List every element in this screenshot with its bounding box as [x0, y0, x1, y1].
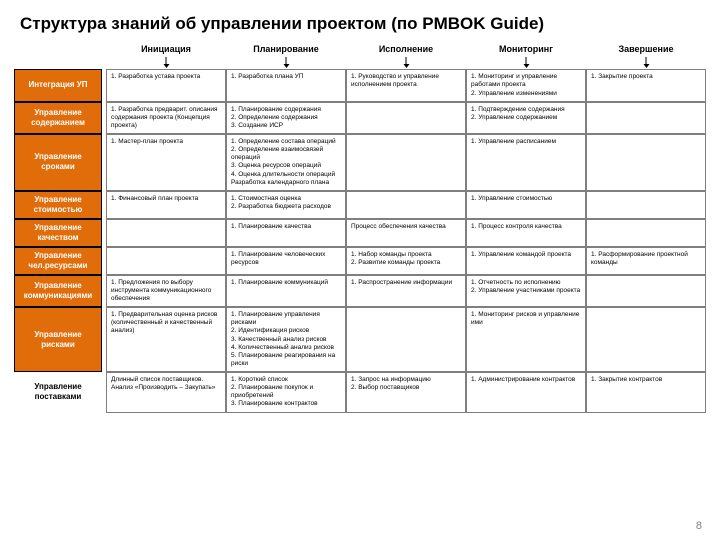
table-cell: 1. Разработка предварит. описания содерж… [106, 102, 226, 134]
table-cell [586, 219, 706, 247]
column-header-label: Завершение [618, 44, 673, 54]
table-cell: 1. Короткий список 2. Планирование покуп… [226, 372, 346, 413]
arrow-down-icon [286, 57, 287, 67]
table-cell: 1. Предварительная оценка рисков (количе… [106, 307, 226, 372]
column-header: Инициация [106, 42, 226, 69]
column-header-label: Мониторинг [499, 44, 553, 54]
table-cell: 1. Разработка устава проекта [106, 69, 226, 101]
table-cell: 1. Набор команды проекта 2. Развитие ком… [346, 247, 466, 275]
table-cell: 1. Стоимостная оценка 2. Разработка бюдж… [226, 191, 346, 219]
arrow-down-icon [166, 57, 167, 67]
row-header: Управление стоимостью [14, 191, 102, 219]
row-header: Управление сроками [14, 134, 102, 191]
column-header: Завершение [586, 42, 706, 69]
table-cell: 1. Управление расписанием [466, 134, 586, 191]
table-cell [586, 275, 706, 307]
table-cell [586, 191, 706, 219]
table-cell [346, 134, 466, 191]
table-cell: 1. Разработка плана УП [226, 69, 346, 101]
row-header: Управление содержанием [14, 102, 102, 134]
table-cell: 1. Планирование коммуникаций [226, 275, 346, 307]
table-cell: 1. Запрос на информацию 2. Выбор поставщ… [346, 372, 466, 413]
table-cell: 1. Финансовый план проекта [106, 191, 226, 219]
pmbok-table: Инициация Планирование Исполнение Мониторин… [14, 42, 706, 413]
column-header-label: Исполнение [379, 44, 433, 54]
table-cell [346, 102, 466, 134]
row-header: Управление качеством [14, 219, 102, 247]
table-cell [106, 247, 226, 275]
table-cell: 1. Руководство и управление исполнением … [346, 69, 466, 101]
arrow-down-icon [526, 57, 527, 67]
table-cell: 1. Планирование содержания 2. Определени… [226, 102, 346, 134]
table-cell: 1. Мониторинг и управление работами прое… [466, 69, 586, 101]
table-cell: Длинный список поставщиков. Анализ «Прои… [106, 372, 226, 413]
table-cell [586, 102, 706, 134]
table-cell: 1. Процесс контроля качества [466, 219, 586, 247]
table-cell [346, 307, 466, 372]
table-cell: 1. Управление командой проекта [466, 247, 586, 275]
table-cell: 1. Закрытие контрактов [586, 372, 706, 413]
table-cell: 1. Определение состава операций 2. Опред… [226, 134, 346, 191]
table-cell: 1. Планирование человеческих ресурсов [226, 247, 346, 275]
row-header: Управление поставками [14, 372, 102, 413]
row-header: Управление рисками [14, 307, 102, 372]
table-cell: 1. Расформирование проектной команды [586, 247, 706, 275]
table-cell [346, 191, 466, 219]
corner-cell [14, 42, 106, 69]
column-header: Исполнение [346, 42, 466, 69]
table-cell: 1. Мониторинг рисков и управление ими [466, 307, 586, 372]
arrow-down-icon [406, 57, 407, 67]
column-header-label: Планирование [253, 44, 319, 54]
table-cell: 1. Предложения по выбору инструмента ком… [106, 275, 226, 307]
column-header-label: Инициация [141, 44, 191, 54]
table-cell: 1. Планирование управления рисками 2. Ид… [226, 307, 346, 372]
page-title: Структура знаний об управлении проектом … [20, 14, 706, 34]
table-cell: Процесс обеспечения качества [346, 219, 466, 247]
column-header: Мониторинг [466, 42, 586, 69]
table-cell [106, 219, 226, 247]
table-cell: 1. Отчетность по исполнению 2. Управлени… [466, 275, 586, 307]
table-cell: 1. Управление стоимостью [466, 191, 586, 219]
row-header: Управление чел.ресурсами [14, 247, 102, 275]
arrow-down-icon [646, 57, 647, 67]
table-cell: 1. Мастер-план проекта [106, 134, 226, 191]
table-cell: 1. Закрытие проекта [586, 69, 706, 101]
table-cell [586, 307, 706, 372]
column-header: Планирование [226, 42, 346, 69]
table-cell [586, 134, 706, 191]
table-cell: 1. Администрирование контрактов [466, 372, 586, 413]
row-header: Управление коммуникациями [14, 275, 102, 307]
slide-number: 8 [696, 520, 702, 532]
table-cell: 1. Планирование качества [226, 219, 346, 247]
table-cell: 1. Распространение информации [346, 275, 466, 307]
table-cell: 1. Подтверждение содержания 2. Управлени… [466, 102, 586, 134]
row-header: Интеграция УП [14, 69, 102, 101]
